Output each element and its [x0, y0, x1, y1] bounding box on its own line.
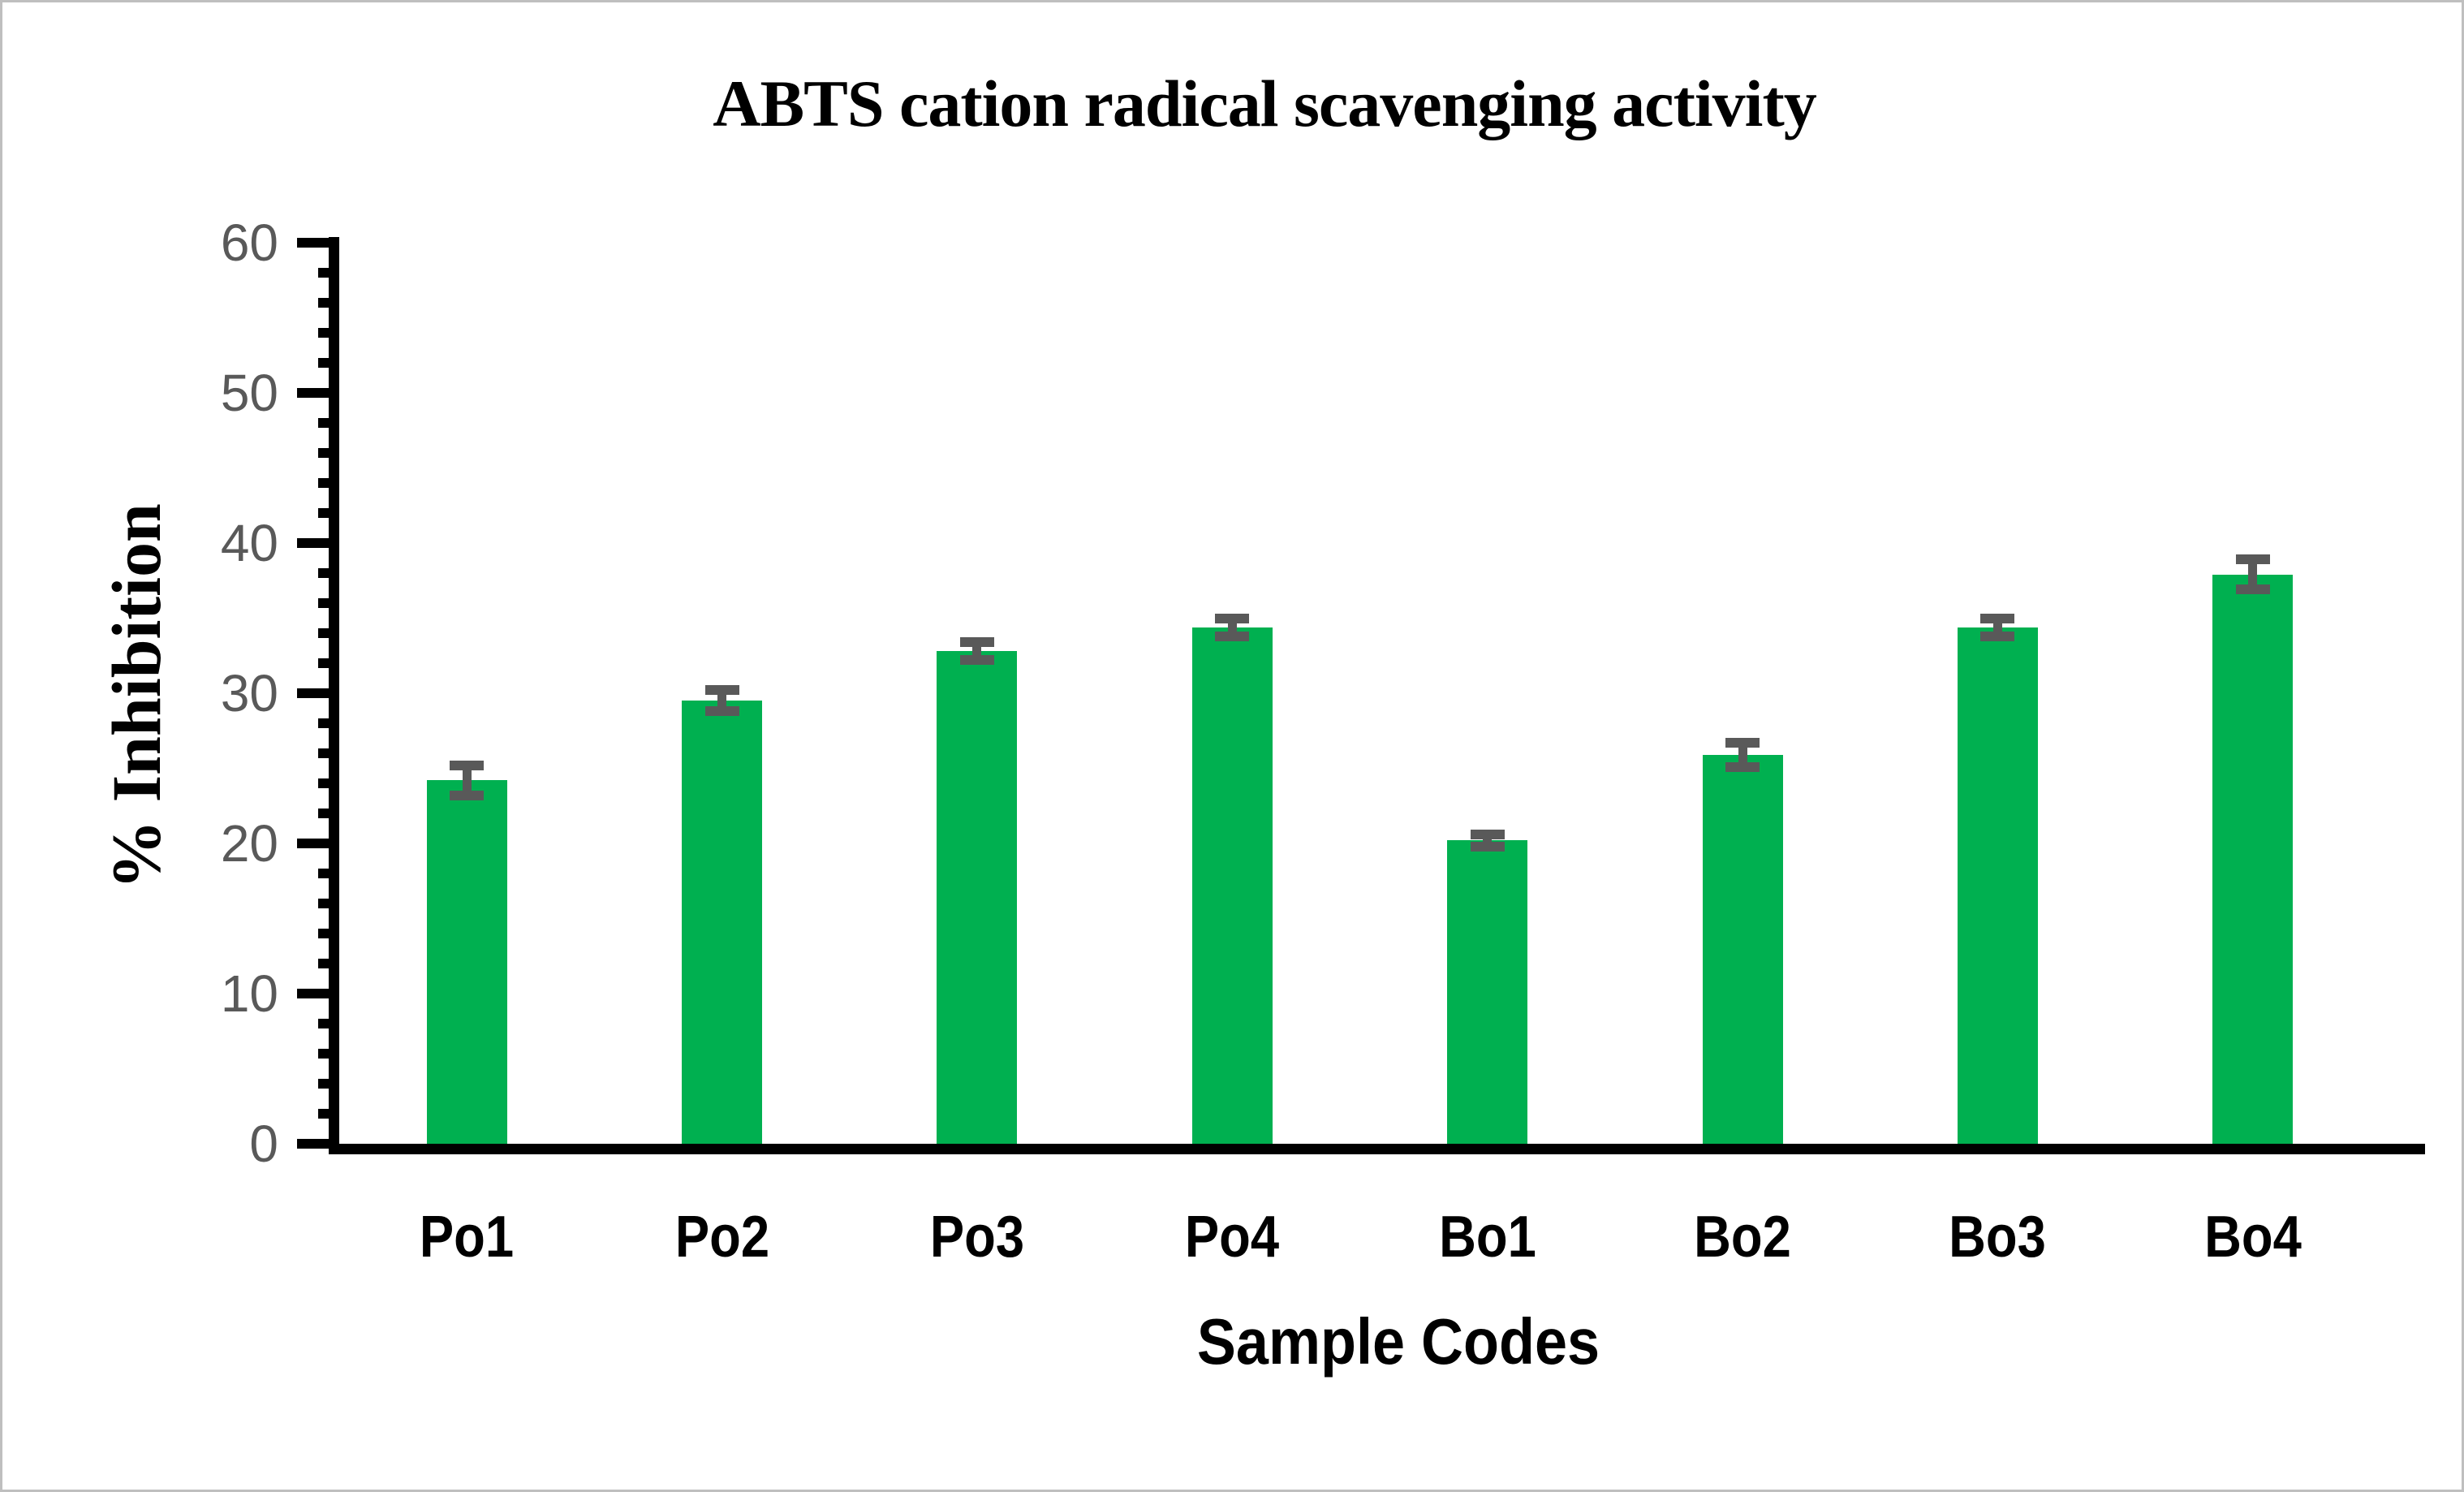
- error-bar-top-cap-Bo2: [1725, 738, 1760, 748]
- error-bar-bottom-cap-Bo2: [1725, 761, 1760, 772]
- y-minor-tick: [318, 899, 339, 908]
- y-minor-tick: [318, 778, 339, 788]
- y-minor-tick: [318, 1079, 339, 1089]
- y-minor-tick: [318, 718, 339, 728]
- chart-title: ABTS cation radical scavenging activity: [713, 67, 1817, 140]
- error-bar-bottom-cap-Po3: [959, 655, 994, 666]
- error-bar-stem-Po4: [1227, 618, 1237, 636]
- y-minor-tick: [318, 628, 339, 638]
- bar-Po2: [682, 701, 763, 1144]
- x-category-label-Po2: Po2: [674, 1205, 769, 1270]
- x-axis-line: [329, 1144, 2425, 1154]
- y-minor-tick: [318, 568, 339, 578]
- bar-Po1: [426, 780, 507, 1144]
- y-tick-label: 10: [220, 964, 278, 1023]
- y-tick-label: 40: [220, 514, 278, 572]
- y-minor-tick: [318, 1049, 339, 1059]
- y-tick-label: 30: [220, 664, 278, 722]
- bar-Bo4: [2212, 574, 2294, 1144]
- y-minor-tick: [318, 268, 339, 278]
- error-bar-bottom-cap-Bo3: [1980, 631, 2015, 641]
- error-bar-top-cap-Bo3: [1980, 613, 2015, 623]
- error-bar-bottom-cap-Po2: [704, 706, 739, 717]
- y-minor-tick: [318, 298, 339, 308]
- error-bar-top-cap-Po1: [450, 760, 485, 770]
- x-category-label-Po1: Po1: [420, 1205, 515, 1270]
- y-minor-tick: [318, 448, 339, 458]
- y-minor-tick: [318, 508, 339, 518]
- x-category-label-Po3: Po3: [929, 1205, 1025, 1270]
- y-minor-tick: [318, 358, 339, 368]
- y-major-tick: [297, 688, 339, 698]
- y-minor-tick: [318, 418, 339, 428]
- error-bar-top-cap-Po3: [959, 637, 994, 648]
- bar-Po3: [937, 651, 1018, 1144]
- y-minor-tick: [318, 1109, 339, 1119]
- error-bar-stem-Bo3: [1992, 618, 2002, 636]
- error-bar-stem-Po3: [972, 642, 982, 661]
- y-minor-tick: [318, 748, 339, 758]
- error-bar-bottom-cap-Po4: [1215, 631, 1250, 641]
- error-bar-bottom-cap-Bo4: [2235, 584, 2270, 595]
- x-category-label-Bo2: Bo2: [1694, 1205, 1791, 1270]
- y-minor-tick: [318, 478, 339, 488]
- x-category-label-Po4: Po4: [1185, 1205, 1280, 1270]
- y-minor-tick: [318, 929, 339, 938]
- y-tick-label: 20: [220, 814, 278, 873]
- y-major-tick: [297, 989, 339, 998]
- y-minor-tick: [318, 598, 339, 608]
- x-axis-title: Sample Codes: [1196, 1305, 1600, 1378]
- x-category-label-Bo4: Bo4: [2203, 1205, 2302, 1270]
- error-bar-bottom-cap-Bo1: [1470, 841, 1505, 852]
- y-major-tick: [297, 538, 339, 548]
- y-tick-label: 60: [220, 213, 278, 272]
- y-minor-tick: [318, 869, 339, 878]
- error-bar-stem-Bo1: [1483, 834, 1493, 847]
- y-tick-label: 0: [249, 1115, 278, 1173]
- y-minor-tick: [318, 809, 339, 818]
- error-bar-top-cap-Po4: [1215, 613, 1250, 623]
- y-major-tick: [297, 839, 339, 848]
- error-bar-stem-Po2: [717, 690, 727, 712]
- y-minor-tick: [318, 959, 339, 968]
- error-bar-stem-Po1: [462, 765, 472, 796]
- y-major-tick: [297, 388, 339, 398]
- error-bar-stem-Bo2: [1738, 743, 1747, 767]
- y-minor-tick: [318, 328, 339, 338]
- y-tick-label: 50: [220, 364, 278, 422]
- y-major-tick: [297, 238, 339, 248]
- x-category-label-Bo1: Bo1: [1438, 1205, 1536, 1270]
- error-bar-top-cap-Po2: [704, 685, 739, 696]
- error-bar-stem-Bo4: [2248, 559, 2258, 590]
- error-bar-top-cap-Bo4: [2235, 554, 2270, 565]
- error-bar-top-cap-Bo1: [1470, 829, 1505, 839]
- bar-Bo3: [1957, 627, 2038, 1144]
- y-major-tick: [297, 1139, 339, 1149]
- y-minor-tick: [318, 658, 339, 668]
- x-category-label-Bo3: Bo3: [1949, 1205, 2047, 1270]
- error-bar-bottom-cap-Po1: [450, 790, 485, 800]
- y-minor-tick: [318, 1019, 339, 1028]
- bar-Bo1: [1447, 840, 1528, 1144]
- bar-Po4: [1191, 627, 1273, 1144]
- bar-Bo2: [1702, 754, 1783, 1144]
